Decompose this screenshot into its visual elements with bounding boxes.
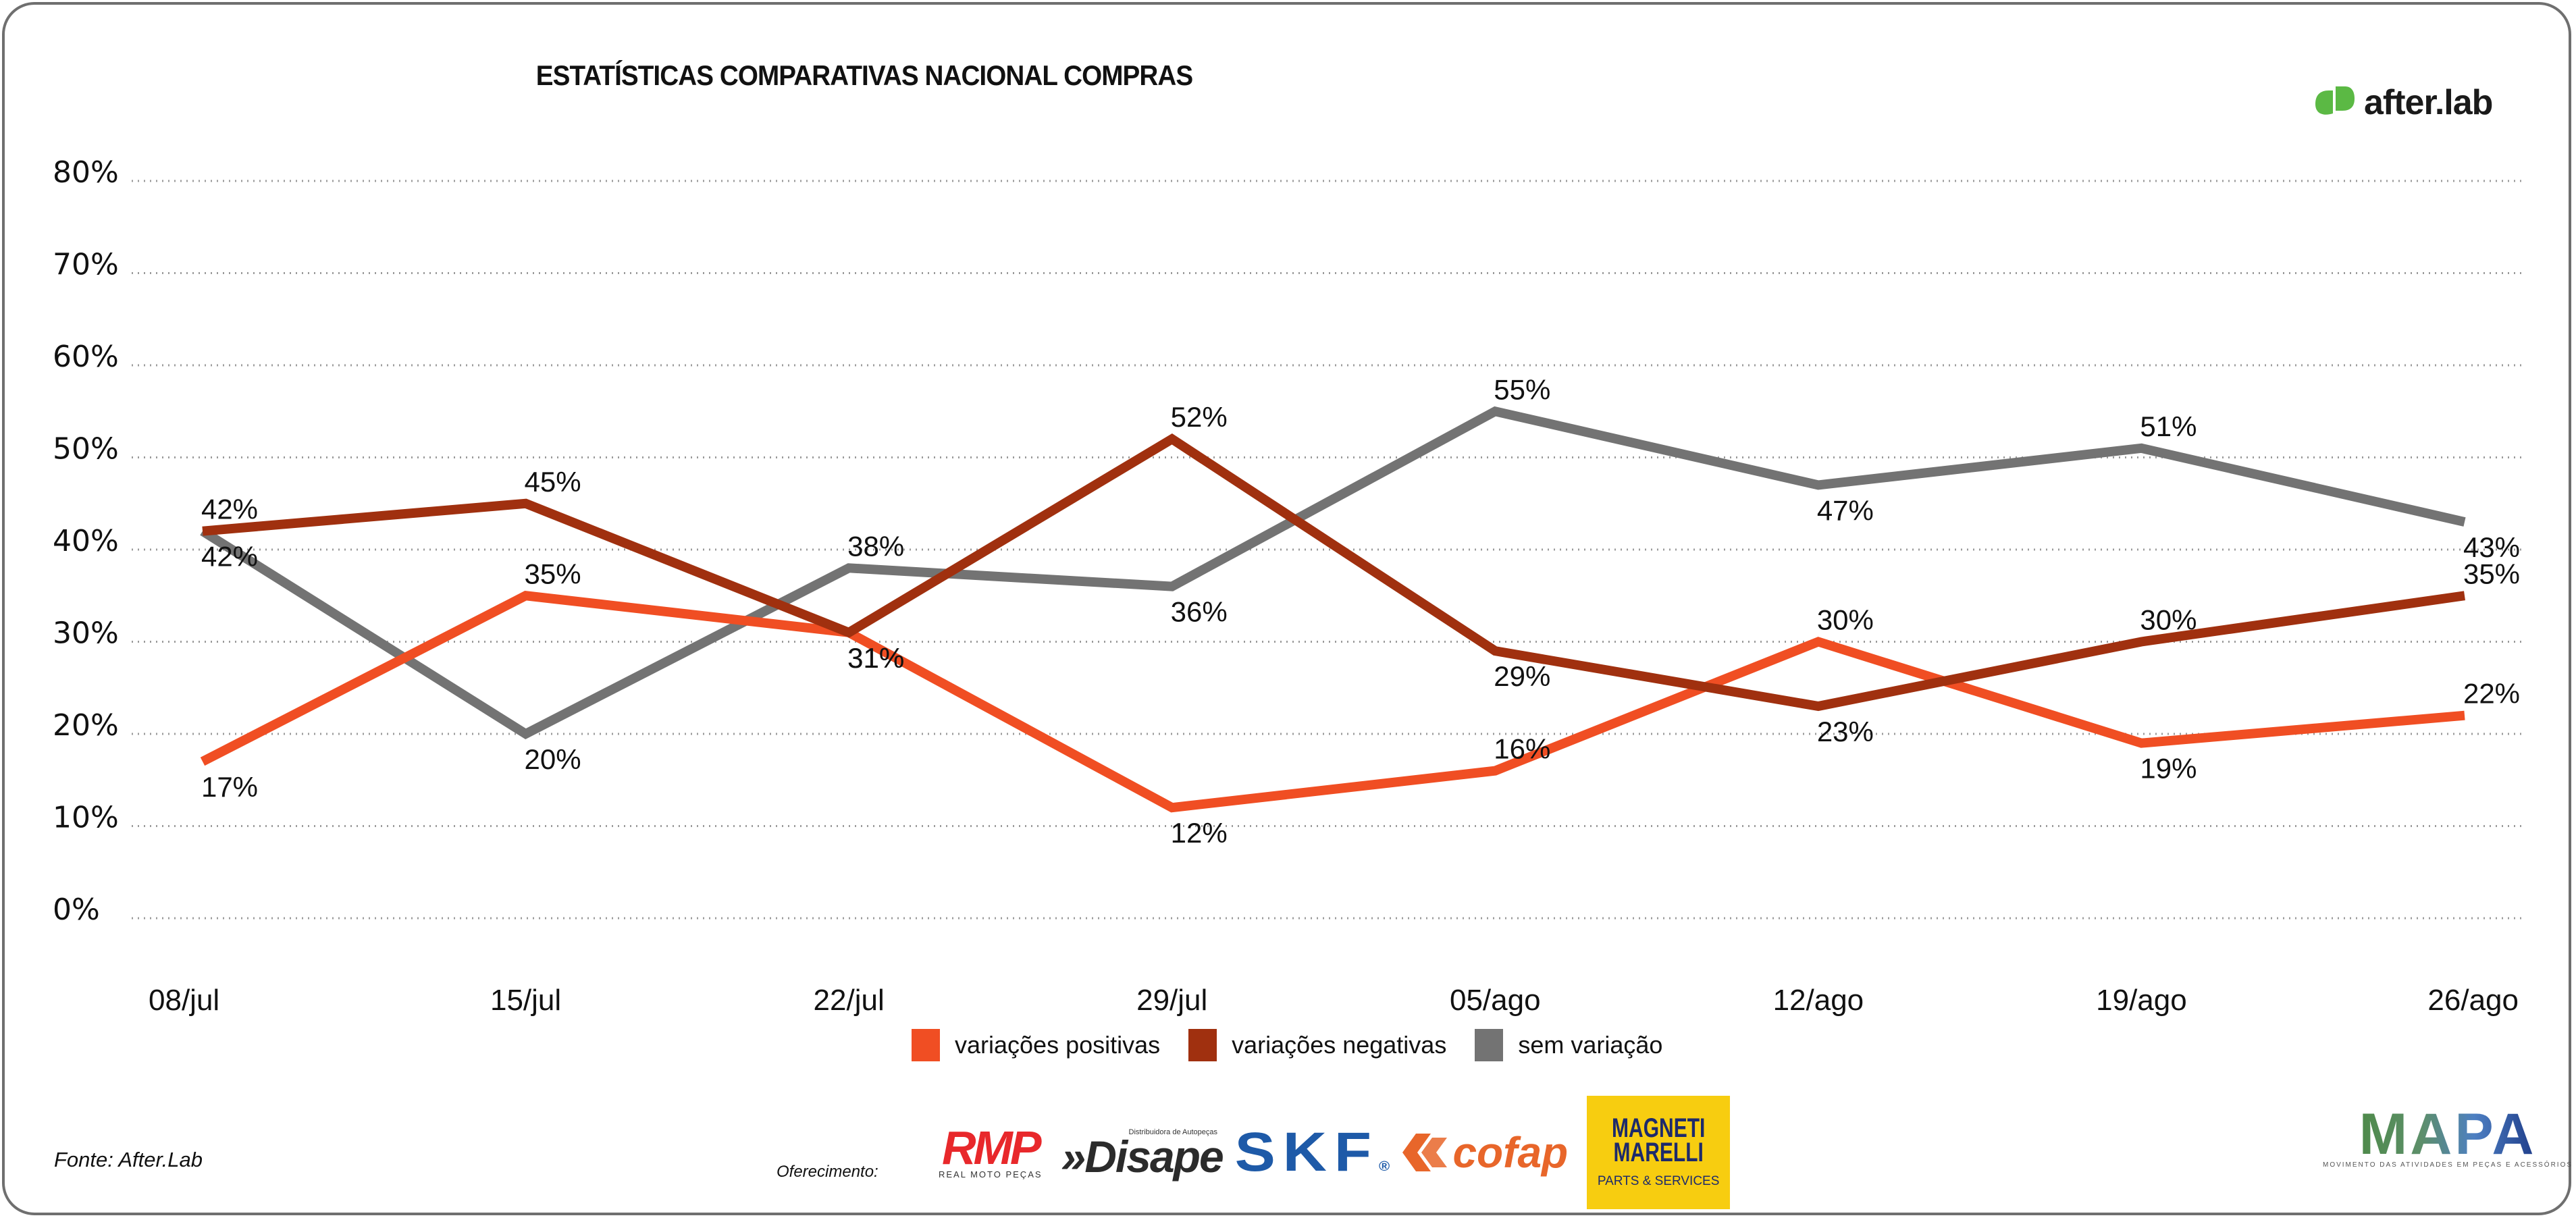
y-tick-label: 70%	[53, 248, 119, 282]
mapa-wordmark: MAPA	[2359, 1102, 2537, 1167]
rmp-wordmark: RMP	[941, 1121, 1042, 1174]
disape-wordmark: »Disape	[1061, 1132, 1224, 1182]
legend-label-positive: variações positivas	[955, 1031, 1161, 1059]
data-label: 30%	[1817, 604, 1874, 636]
legend-swatch-negative	[1188, 1029, 1217, 1061]
rmp-logo: RMP REAL MOTO PEÇAS	[939, 1121, 1043, 1179]
x-tick-label: 05/ago	[1450, 984, 1541, 1017]
cofap-logo: cofap	[1401, 1128, 1568, 1177]
magneti-tagline: PARTS & SERVICES	[1597, 1174, 1720, 1188]
data-label: 29%	[1494, 660, 1550, 692]
legend-label-no-change: sem variação	[1518, 1031, 1663, 1059]
data-label: 16%	[1494, 733, 1550, 765]
source-note: Fonte: After.Lab	[54, 1148, 203, 1171]
data-label: 22%	[2463, 678, 2520, 710]
skf-wordmark: SKF	[1234, 1121, 1379, 1183]
y-axis-ticks: 0% 10% 20% 30% 40% 50% 60% 70% 80%	[53, 155, 119, 927]
registered-icon: ®	[1378, 1159, 1390, 1174]
data-label: 31%	[847, 642, 904, 674]
legend-item-no-change: sem variação	[1475, 1029, 1662, 1061]
series-lines	[200, 406, 2466, 813]
rmp-tagline: REAL MOTO PEÇAS	[939, 1169, 1043, 1179]
cofap-chevron-icon	[1402, 1134, 1448, 1171]
grid-lines	[132, 180, 2522, 920]
y-tick-label: 60%	[53, 340, 119, 374]
x-tick-label: 15/jul	[490, 984, 561, 1017]
data-label: 35%	[2463, 558, 2520, 589]
sponsor-label: Oferecimento:	[777, 1163, 878, 1181]
data-label: 42%	[201, 494, 258, 525]
data-label: 17%	[201, 771, 258, 803]
chart-title: ESTATÍSTICAS COMPARATIVAS NACIONAL COMPR…	[535, 59, 1193, 91]
magneti-line2: MARELLI	[1613, 1138, 1704, 1167]
after-lab-leaf-icon	[2315, 86, 2355, 115]
legend-item-positive: variações positivas	[912, 1029, 1160, 1061]
after-lab-wordmark: after.lab	[2364, 83, 2493, 122]
x-tick-label: 29/jul	[1136, 984, 1207, 1017]
x-axis-ticks: 08/jul 15/jul 22/jul 29/jul 05/ago 12/ago 19/a…	[149, 984, 2519, 1017]
data-label: 51%	[2140, 410, 2197, 442]
legend-swatch-no-change	[1475, 1029, 1504, 1061]
legend-swatch-positive	[912, 1029, 940, 1061]
mapa-tagline: MOVIMENTO DAS ATIVIDADES EM PEÇAS E ACES…	[2323, 1161, 2573, 1169]
data-label: 31%	[847, 642, 904, 674]
data-label: 47%	[1817, 494, 1874, 526]
data-label: 45%	[525, 466, 581, 498]
chart-legend: variações positivas variações negativas …	[912, 1029, 1662, 1061]
disape-tagline: Distribuidora de Autopeças	[1128, 1128, 1218, 1136]
x-tick-label: 12/ago	[1773, 984, 1864, 1017]
disape-logo: Distribuidora de Autopeças »Disape	[1061, 1128, 1224, 1182]
data-label: 38%	[847, 530, 904, 562]
y-tick-label: 0%	[53, 893, 100, 927]
y-tick-label: 80%	[53, 155, 119, 190]
x-tick-label: 26/ago	[2427, 984, 2519, 1017]
data-label: 42%	[201, 541, 258, 573]
legend-item-negative: variações negativas	[1188, 1029, 1446, 1061]
y-tick-label: 30%	[53, 616, 119, 651]
data-label: 19%	[2140, 753, 2197, 785]
data-label: 35%	[525, 558, 581, 589]
series-line-1	[202, 433, 2465, 712]
data-label: 20%	[525, 743, 581, 775]
sponsor-logos: RMP REAL MOTO PEÇAS Distribuidora de Aut…	[939, 1095, 1731, 1210]
x-tick-label: 19/ago	[2096, 984, 2187, 1017]
data-label: 30%	[2140, 604, 2197, 636]
after-lab-logo: after.lab	[2313, 82, 2493, 123]
data-label: 52%	[1171, 401, 1228, 433]
data-label: 12%	[1171, 817, 1228, 849]
mapa-logo: MAPA MOVIMENTO DAS ATIVIDADES EM PEÇAS E…	[2323, 1102, 2573, 1169]
data-labels: 17%35%31%12%16%30%19%22%42%45%31%52%29%2…	[201, 373, 2520, 849]
data-label: 43%	[2463, 531, 2520, 563]
magneti-marelli-wordmark: MAGNETI MARELLI	[1611, 1113, 1706, 1167]
y-tick-label: 50%	[53, 432, 119, 467]
series-line-0	[200, 591, 2465, 813]
legend-label-negative: variações negativas	[1232, 1031, 1447, 1059]
y-tick-label: 20%	[53, 708, 119, 743]
data-label: 36%	[1171, 596, 1228, 628]
x-tick-label: 08/jul	[149, 984, 219, 1017]
skf-logo: SKF®	[1234, 1121, 1390, 1184]
data-label: 23%	[1817, 716, 1874, 747]
data-label: 55%	[1494, 373, 1550, 405]
magneti-marelli-logo: MAGNETI MARELLI PARTS & SERVICES	[1587, 1096, 1731, 1209]
magneti-line1: MAGNETI	[1611, 1113, 1706, 1143]
series-line-2	[200, 406, 2466, 740]
cofap-wordmark: cofap	[1452, 1128, 1569, 1177]
y-tick-label: 40%	[53, 524, 119, 558]
y-tick-label: 10%	[53, 801, 119, 835]
x-tick-label: 22/jul	[814, 984, 885, 1017]
